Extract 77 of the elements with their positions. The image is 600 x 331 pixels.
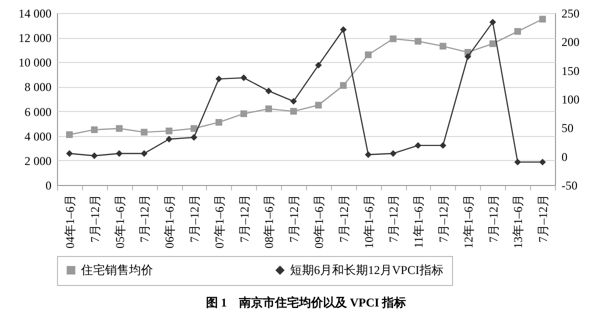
x-tick-label: 04年1–6月: [62, 194, 77, 248]
y2-tick-label: 250: [562, 6, 580, 20]
point: [440, 42, 446, 50]
point: [290, 108, 297, 115]
point: [66, 150, 73, 157]
y-tick-label: 4 000: [24, 129, 52, 144]
point: [514, 28, 522, 35]
x-tick-label: 7月–12月: [287, 194, 302, 242]
point: [290, 98, 297, 105]
point: [190, 134, 198, 141]
y-tick-label: 14 000: [18, 6, 52, 20]
x-tick-label: 13年1–6月: [511, 194, 526, 248]
point: [414, 38, 422, 45]
point: [116, 150, 123, 157]
point: [215, 76, 222, 82]
point: [539, 158, 546, 166]
point: [66, 131, 73, 138]
point: [166, 128, 172, 134]
point: [315, 102, 322, 108]
point: [265, 88, 272, 94]
point: [440, 142, 446, 149]
x-tick-label: 09年1–6月: [312, 194, 326, 248]
point: [215, 118, 222, 126]
point: [364, 51, 372, 58]
point: [116, 125, 123, 132]
x-tick-label: 11年1–6月: [412, 194, 426, 248]
x-tick-label: 7月–12月: [237, 194, 252, 242]
point: [364, 151, 372, 158]
point: [240, 110, 248, 118]
point: [240, 74, 248, 82]
point: [90, 152, 98, 160]
y-tick-label: 10 000: [18, 56, 52, 70]
y2-tick-label: -50: [562, 178, 578, 192]
point: [140, 150, 148, 157]
point: [90, 126, 98, 134]
point: [390, 150, 397, 157]
point: [340, 26, 347, 33]
x-tick-label: 7月–12月: [536, 194, 550, 242]
x-tick-label: 7月–12月: [88, 194, 102, 242]
y2-tick-label: 0: [562, 150, 568, 164]
y-tick-label: 12 000: [18, 31, 52, 46]
y-tick-label: 0: [46, 178, 52, 192]
point: [539, 16, 546, 22]
point: [464, 53, 472, 60]
legend-label: 住宅销售均价: [80, 263, 153, 278]
x-tick-label: 12年1–6月: [461, 194, 476, 248]
point: [489, 40, 496, 48]
point: [140, 128, 148, 136]
y2-tick-label: 200: [562, 35, 580, 50]
y2-tick-label: 50: [562, 121, 574, 136]
y-tick-label: 6 000: [24, 104, 52, 119]
point: [514, 158, 522, 166]
point: [315, 62, 322, 69]
point: [414, 142, 422, 149]
x-tick-label: 7月–12月: [386, 194, 401, 242]
point: [340, 82, 347, 89]
x-tick-label: 7月–12月: [336, 194, 351, 242]
x-tick-label: 7月–12月: [486, 194, 500, 242]
x-tick-label: 10年1–6月: [362, 194, 376, 248]
y-tick-label: 8 000: [24, 80, 52, 94]
point: [265, 105, 272, 112]
x-tick-label: 07年1–6月: [212, 194, 226, 248]
y2-tick-label: 150: [562, 64, 580, 78]
x-tick-label: 06年1–6月: [162, 194, 177, 248]
point: [166, 136, 172, 142]
x-tick-label: 7月–12月: [187, 194, 202, 242]
y2-tick-label: 100: [562, 92, 580, 106]
point: [489, 18, 496, 26]
x-tick-label: 05年1–6月: [112, 194, 127, 248]
x-tick-label: 7月–12月: [138, 194, 152, 242]
x-tick-label: 08年1–6月: [262, 194, 276, 248]
point: [190, 125, 198, 132]
text: 图 1 南京市住宅均价以及 VPCI 指标: [206, 296, 406, 310]
x-tick-label: 7月–12月: [436, 194, 450, 242]
point: [390, 35, 397, 42]
legend-label: 短期6月和长期12月VPCI指标: [290, 263, 444, 278]
y-tick-label: 2 000: [24, 154, 52, 168]
